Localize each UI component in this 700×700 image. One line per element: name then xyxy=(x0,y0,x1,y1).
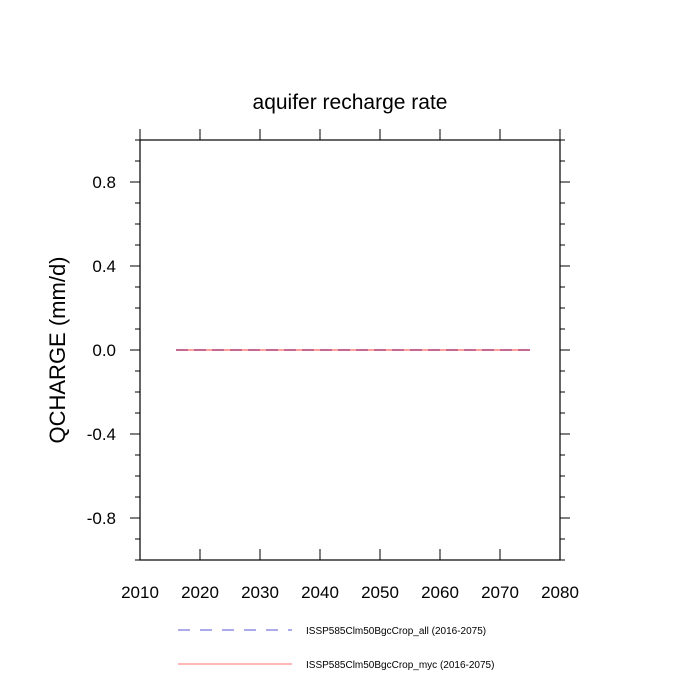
y-tick-label: 0.8 xyxy=(92,173,116,192)
x-tick-label: 2080 xyxy=(541,583,579,602)
x-tick-label: 2070 xyxy=(481,583,519,602)
legend: ISSP585Clm50BgcCrop_all (2016-2075) ISSP5… xyxy=(178,626,494,671)
x-tick-label: 2040 xyxy=(301,583,339,602)
x-tick-label: 2030 xyxy=(241,583,279,602)
y-tick-label: -0.8 xyxy=(87,509,116,528)
chart-title: aquifer recharge rate xyxy=(253,91,448,114)
y-tick-label: 0.0 xyxy=(92,341,116,360)
legend-label-all: ISSP585Clm50BgcCrop_all (2016-2075) xyxy=(306,626,486,637)
y-tick-label: 0.4 xyxy=(92,257,116,276)
legend-label-myc: ISSP585Clm50BgcCrop_myc (2016-2075) xyxy=(306,660,494,671)
x-tick-label: 2060 xyxy=(421,583,459,602)
x-axis-ticks: 2010 2020 2030 2040 2050 2060 2070 2080 xyxy=(121,129,579,602)
y-tick-label: -0.4 xyxy=(87,425,116,444)
x-tick-label: 2010 xyxy=(121,583,159,602)
y-axis-ticks: -0.8 -0.4 0.0 0.4 0.8 xyxy=(87,139,570,561)
x-tick-label: 2020 xyxy=(181,583,219,602)
y-axis-label: QCHARGE (mm/d) xyxy=(45,257,70,444)
x-tick-label: 2050 xyxy=(361,583,399,602)
